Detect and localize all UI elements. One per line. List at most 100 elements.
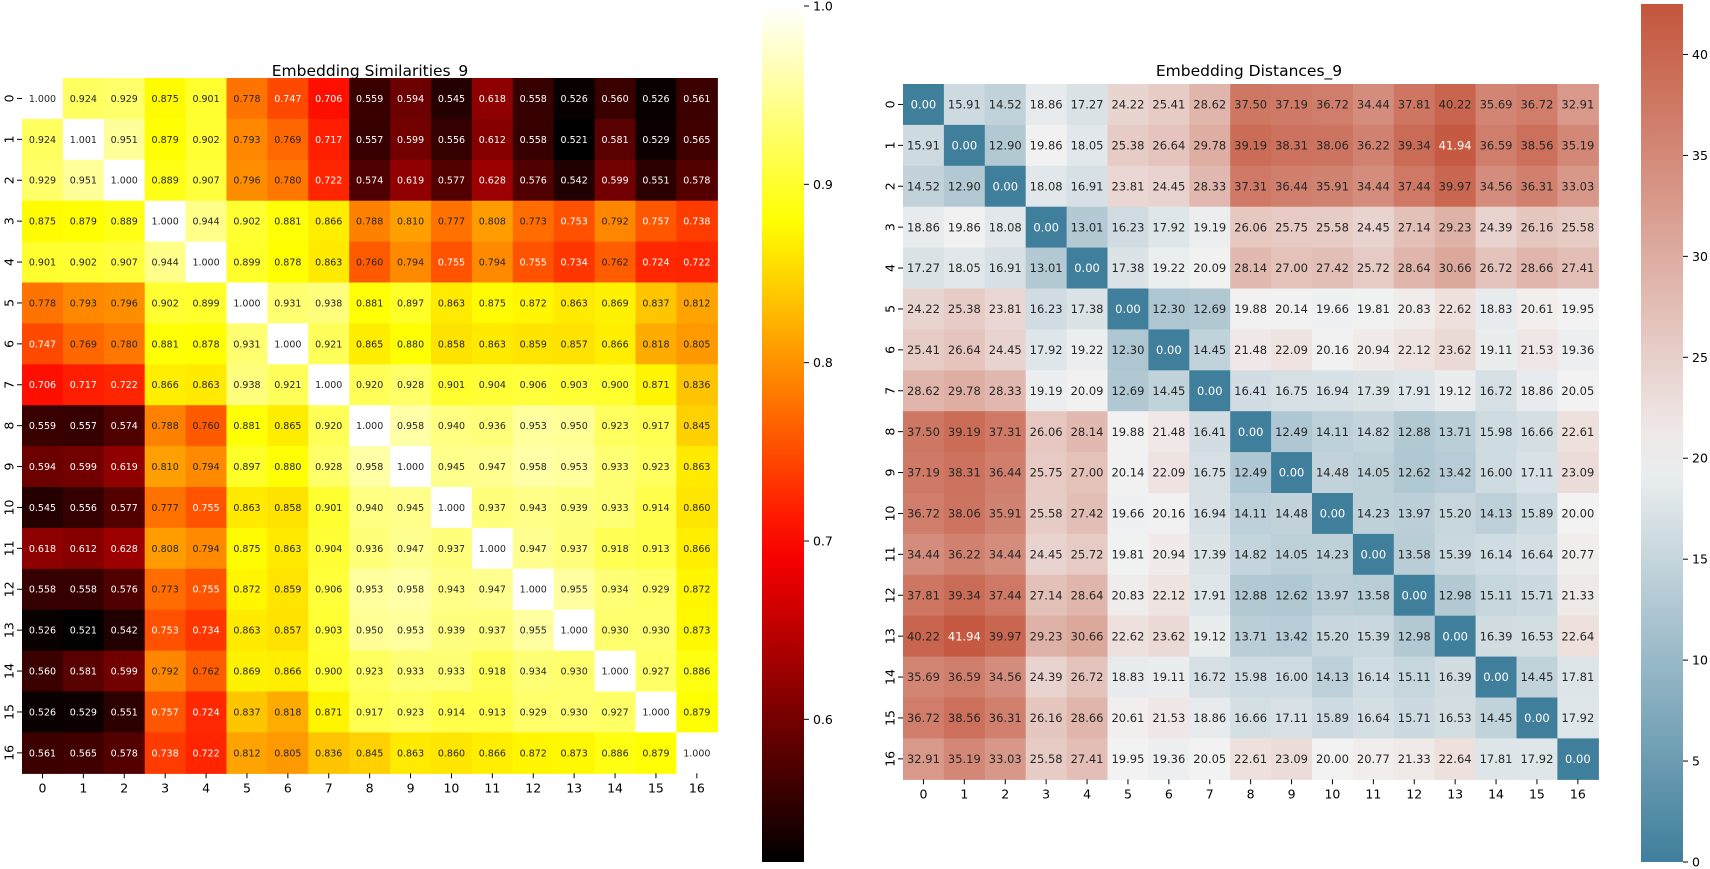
cell-label: 19.86 bbox=[948, 220, 981, 234]
cell-label: 0.918 bbox=[601, 544, 628, 555]
cell-label: 0.940 bbox=[438, 421, 465, 432]
cell-label: 0.796 bbox=[111, 298, 138, 309]
cell-label: 13.97 bbox=[1316, 588, 1349, 602]
heatmap-cell bbox=[390, 609, 432, 652]
cell-label: 24.22 bbox=[1111, 98, 1144, 112]
heatmap-cell bbox=[62, 446, 105, 488]
cell-label: 35.91 bbox=[989, 507, 1022, 521]
heatmap-cell bbox=[267, 527, 309, 570]
cell-label: 21.53 bbox=[1520, 343, 1553, 357]
cell-label: 14.11 bbox=[1234, 507, 1267, 521]
heatmap-cell bbox=[349, 527, 391, 570]
cell-label: 37.31 bbox=[989, 425, 1022, 439]
cell-label: 0.794 bbox=[192, 462, 219, 473]
y-tick-label: 16 bbox=[2, 745, 17, 761]
heatmap-cell bbox=[1312, 329, 1354, 371]
heatmap-cell bbox=[512, 568, 555, 611]
cell-label: 0.934 bbox=[520, 666, 547, 677]
heatmap-cell bbox=[1352, 656, 1395, 699]
heatmap-cell bbox=[676, 691, 718, 733]
cell-label: 0.936 bbox=[356, 544, 383, 555]
cell-label: 26.06 bbox=[1030, 425, 1063, 439]
heatmap-cell bbox=[1434, 411, 1477, 453]
heatmap-cell bbox=[349, 568, 391, 611]
cell-label: 1.000 bbox=[192, 257, 219, 268]
cell-label: 15.89 bbox=[1520, 507, 1553, 521]
colorbar-tick-label: 20 bbox=[1692, 451, 1708, 466]
cell-label: 0.860 bbox=[683, 503, 710, 514]
cell-label: 0.810 bbox=[152, 462, 179, 473]
heatmap-cell bbox=[22, 487, 64, 529]
cell-label: 0.780 bbox=[274, 176, 301, 187]
cell-label: 12.98 bbox=[1398, 629, 1431, 643]
cell-label: 0.788 bbox=[356, 217, 383, 228]
cell-label: 0.881 bbox=[356, 298, 383, 309]
heatmap-cell bbox=[431, 200, 473, 243]
cell-label: 16.53 bbox=[1439, 711, 1472, 725]
cell-label: 0.577 bbox=[438, 176, 465, 187]
x-tick-label: 15 bbox=[648, 780, 664, 795]
cell-label: 21.48 bbox=[1152, 425, 1185, 439]
cell-label: 1.000 bbox=[397, 462, 424, 473]
cell-label: 1.000 bbox=[315, 380, 342, 391]
cell-label: 0.769 bbox=[70, 339, 97, 350]
cell-label: 19.22 bbox=[1152, 261, 1185, 275]
cell-label: 25.41 bbox=[907, 343, 940, 357]
similarity-colorbar: 0.6 0.7 0.8 0.9 1.0 bbox=[762, 0, 833, 862]
heatmap-cell bbox=[1352, 124, 1395, 167]
cell-label: 34.56 bbox=[989, 670, 1022, 684]
heatmap-cell bbox=[1557, 329, 1599, 371]
heatmap-cell bbox=[1107, 247, 1149, 290]
heatmap-cell bbox=[594, 323, 637, 365]
heatmap-cell bbox=[1434, 656, 1477, 699]
cell-label: 15.98 bbox=[1480, 425, 1513, 439]
heatmap-cell bbox=[267, 159, 309, 202]
heatmap-cell bbox=[1475, 656, 1518, 699]
cell-label: 0.863 bbox=[315, 257, 342, 268]
heatmap-cell bbox=[185, 609, 228, 652]
heatmap-cell bbox=[1434, 124, 1477, 167]
heatmap-cell bbox=[1066, 697, 1109, 739]
heatmap-cell bbox=[635, 200, 677, 243]
cell-label: 0.818 bbox=[642, 339, 669, 350]
cell-label: 17.11 bbox=[1520, 466, 1553, 480]
x-tick-label: 7 bbox=[1206, 786, 1214, 801]
cell-label: 0.902 bbox=[70, 257, 97, 268]
heatmap-cell bbox=[185, 568, 228, 611]
cell-label: 0.872 bbox=[520, 298, 547, 309]
heatmap-cell bbox=[471, 282, 514, 324]
cell-label: 25.41 bbox=[1152, 98, 1185, 112]
cell-label: 13.01 bbox=[1030, 261, 1063, 275]
cell-label: 0.734 bbox=[561, 257, 588, 268]
heatmap-cell bbox=[1434, 574, 1477, 617]
cell-label: 0.599 bbox=[601, 176, 628, 187]
heatmap-cell bbox=[1557, 493, 1599, 535]
heatmap-cell bbox=[22, 650, 64, 693]
distance-colorbar-ticks: 0 5 10 15 20 25 30 35 40 bbox=[1683, 47, 1708, 869]
cell-label: 0.875 bbox=[152, 94, 179, 105]
heatmap-cell bbox=[1148, 738, 1190, 780]
heatmap-cell bbox=[1148, 124, 1190, 167]
cell-label: 0.805 bbox=[683, 339, 710, 350]
cell-label: 0.866 bbox=[274, 666, 301, 677]
heatmap-cell bbox=[1230, 493, 1272, 535]
heatmap-cell bbox=[308, 282, 350, 324]
heatmap-cell bbox=[1148, 411, 1190, 453]
cell-label: 0.906 bbox=[315, 585, 342, 596]
heatmap-cell bbox=[1516, 84, 1558, 126]
cell-label: 21.48 bbox=[1234, 343, 1267, 357]
heatmap-cell bbox=[431, 609, 473, 652]
cell-label: 0.00 bbox=[1442, 629, 1468, 643]
cell-label: 40.22 bbox=[907, 629, 940, 643]
cell-label: 12.62 bbox=[1275, 588, 1308, 602]
cell-label: 19.19 bbox=[1030, 384, 1063, 398]
cell-label: 14.05 bbox=[1357, 466, 1390, 480]
y-tick-label: 5 bbox=[883, 305, 898, 313]
colorbar-tick-label: 1.0 bbox=[813, 0, 833, 14]
cell-label: 16.41 bbox=[1193, 425, 1226, 439]
heatmap-cell bbox=[676, 609, 718, 652]
cell-label: 0.958 bbox=[520, 462, 547, 473]
heatmap-cell bbox=[1107, 697, 1149, 739]
heatmap-cell bbox=[1557, 124, 1599, 167]
cell-label: 16.64 bbox=[1520, 547, 1553, 561]
